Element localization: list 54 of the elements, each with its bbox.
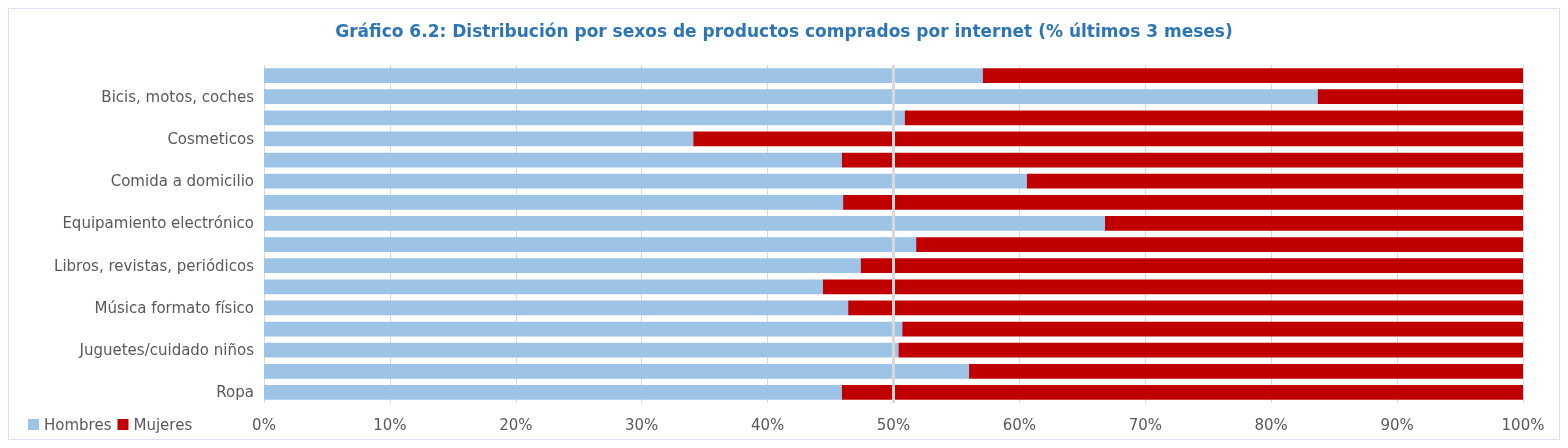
y-tick-label: Música formato físico xyxy=(94,298,254,317)
bar xyxy=(264,110,905,126)
bar xyxy=(693,131,1523,147)
bar xyxy=(264,216,1106,231)
bar xyxy=(264,194,844,210)
x-tick-label: 100% xyxy=(1501,415,1545,434)
bar xyxy=(264,237,917,252)
y-tick-label: Libros, revistas, periódicos xyxy=(54,256,255,275)
bar xyxy=(264,279,823,295)
x-tick-label: 0% xyxy=(252,415,276,434)
bar xyxy=(898,342,1523,358)
bar xyxy=(264,131,694,147)
x-tick-label: 90% xyxy=(1380,415,1414,434)
bar xyxy=(264,363,970,379)
bar xyxy=(904,110,1523,126)
bar xyxy=(1026,173,1523,189)
x-tick-label: 20% xyxy=(499,415,533,434)
y-tick-label: Bicis, motos, coches xyxy=(101,87,255,106)
x-tick-label: 50% xyxy=(876,415,911,434)
x-tick-label: 10% xyxy=(373,415,407,434)
y-tick-label: Equipamiento electrónico xyxy=(62,214,254,233)
bar xyxy=(841,385,1523,400)
legend-label: Hombres xyxy=(44,415,112,434)
y-tick-label: Ropa xyxy=(216,383,254,402)
bar xyxy=(843,194,1523,210)
chart-title: Gráfico 6.2: Distribución por sexos de productos comprados por internet (% últimos 3 meses) xyxy=(335,20,1233,41)
x-tick-label: 30% xyxy=(625,415,659,434)
bar xyxy=(264,300,849,316)
bar xyxy=(848,300,1523,316)
y-tick-label: Comida a domicilio xyxy=(110,172,254,191)
bar xyxy=(969,363,1523,379)
bar xyxy=(860,258,1523,274)
bar xyxy=(902,321,1523,337)
bar xyxy=(264,385,842,400)
bar xyxy=(982,68,1523,83)
bar xyxy=(916,237,1523,252)
bar xyxy=(823,279,1523,295)
bar xyxy=(1317,89,1523,105)
x-tick-label: 80% xyxy=(1254,415,1288,434)
bar xyxy=(264,68,983,83)
x-tick-label: 40% xyxy=(750,415,785,434)
bar xyxy=(841,152,1523,168)
x-tick-label: 70% xyxy=(1128,415,1162,434)
legend-label: Mujeres xyxy=(133,415,193,434)
x-tick-label: 60% xyxy=(1002,415,1037,434)
bar xyxy=(1105,216,1523,231)
bar xyxy=(264,173,1027,189)
bar xyxy=(264,89,1318,105)
bar xyxy=(264,342,899,358)
bar xyxy=(264,152,842,168)
y-tick-label: Juguetes/cuidado niños xyxy=(78,341,255,360)
bar xyxy=(264,258,861,274)
bar xyxy=(264,321,903,337)
y-tick-label: Cosmeticos xyxy=(167,129,255,148)
